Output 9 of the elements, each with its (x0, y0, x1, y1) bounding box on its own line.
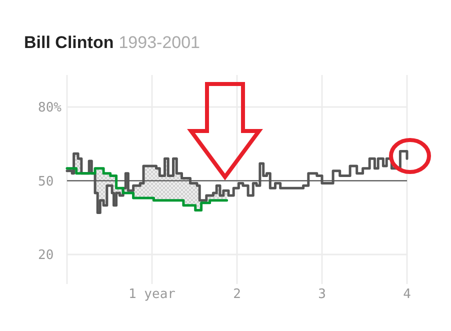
chart-title: Bill Clinton (24, 33, 114, 52)
x-tick-label: 3 (318, 287, 326, 302)
y-tick-label: 80% (38, 100, 62, 116)
x-tick-label: 4 (403, 287, 412, 302)
x-tick-label: 2 (233, 287, 241, 302)
chart-subtitle: 1993-2001 (118, 33, 200, 52)
x-tick-label: 1 year (128, 287, 176, 302)
y-tick-label: 50 (38, 174, 54, 190)
y-tick-label: 20 (38, 248, 54, 264)
